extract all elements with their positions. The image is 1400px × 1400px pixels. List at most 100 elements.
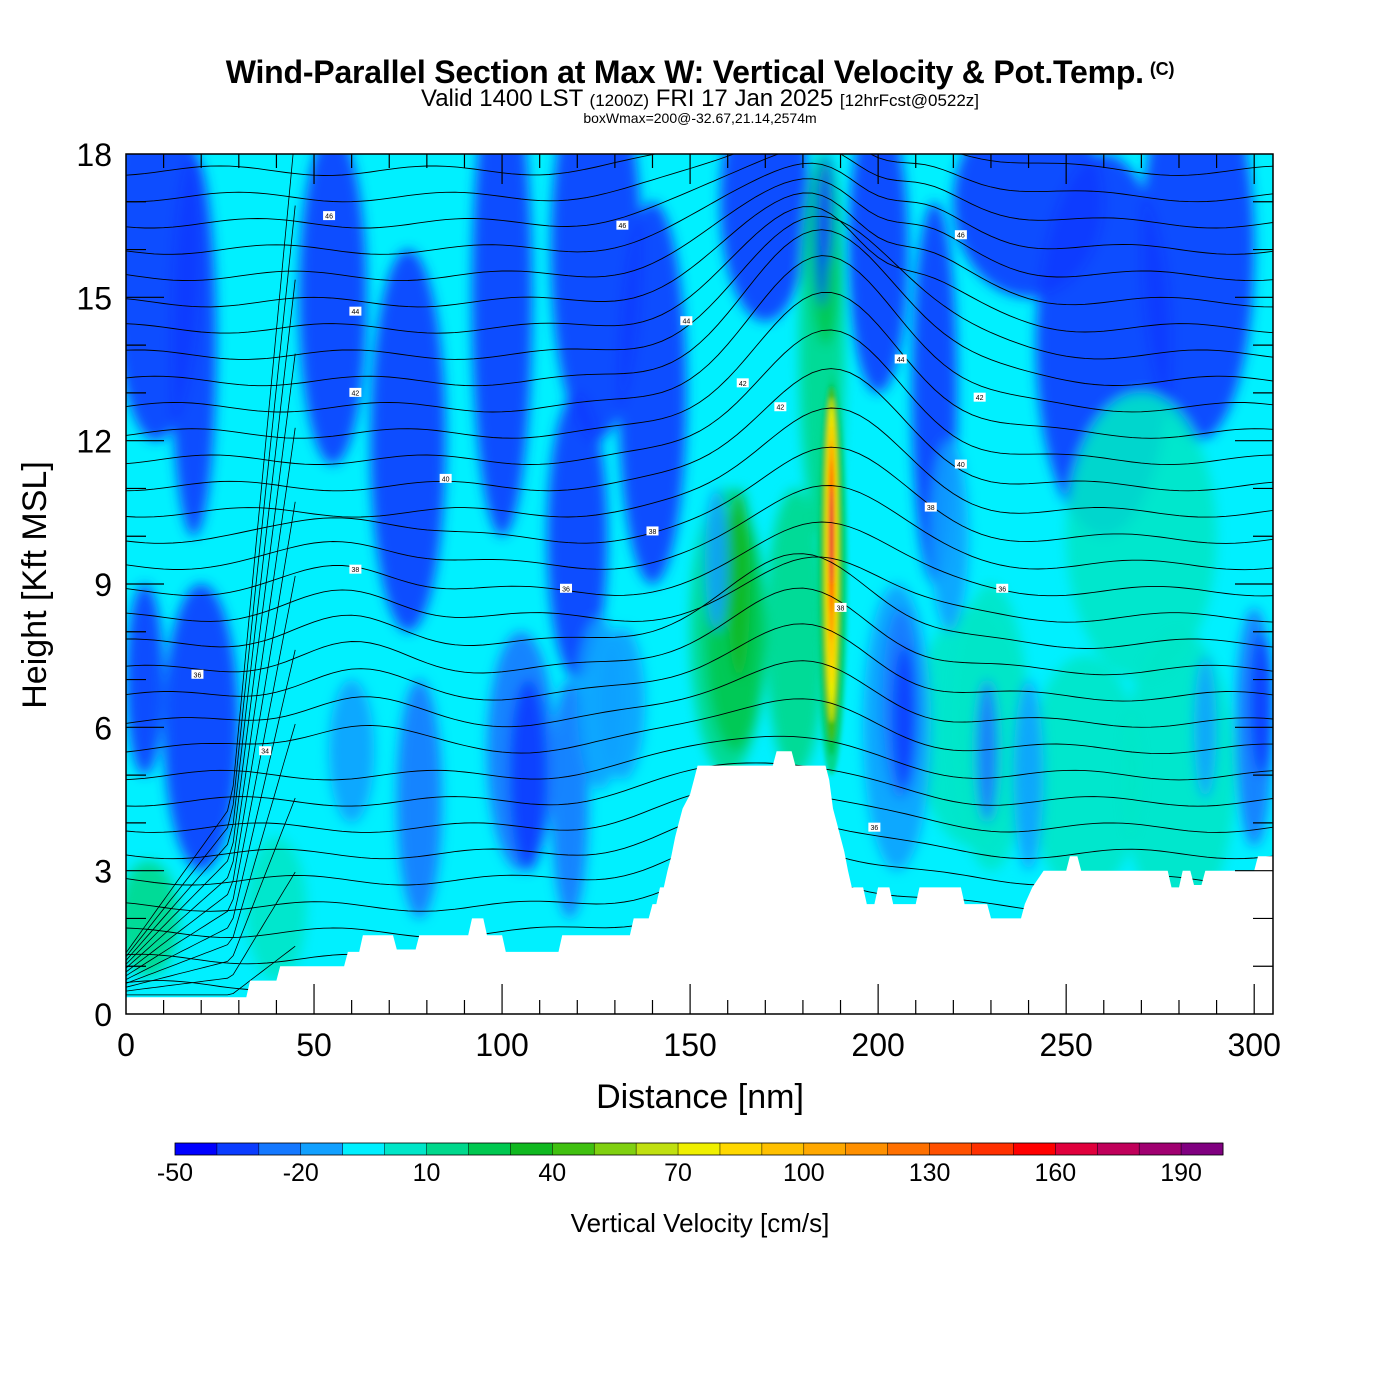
theta-label-text: 42 bbox=[776, 405, 784, 412]
x-tick-label: 100 bbox=[475, 1027, 528, 1063]
theta-label-bg bbox=[349, 306, 362, 316]
theta-label-text: 46 bbox=[325, 214, 333, 221]
x-axis-label: Distance [nm] bbox=[596, 1078, 804, 1116]
colorbar-swatch bbox=[761, 1143, 805, 1155]
theta-label-text: 40 bbox=[957, 462, 965, 469]
theta-line bbox=[126, 206, 1273, 334]
theta-line bbox=[126, 735, 1273, 781]
theta-label-bg bbox=[191, 669, 204, 679]
colorbar-swatch bbox=[1097, 1143, 1140, 1155]
field-blob bbox=[1141, 154, 1255, 441]
theta-line bbox=[126, 229, 1273, 387]
theta-line bbox=[126, 587, 1273, 676]
theta-line bbox=[126, 553, 1273, 649]
theta-line-low bbox=[126, 723, 296, 984]
theta-line-low bbox=[126, 353, 296, 965]
theta-label: 38 bbox=[924, 502, 937, 512]
colorbar-label: -20 bbox=[283, 1159, 319, 1187]
colorbar-swatch bbox=[342, 1143, 386, 1155]
colorbar-swatch bbox=[384, 1143, 428, 1155]
copyright-mark: (C) bbox=[1149, 59, 1175, 79]
theta-label: 44 bbox=[894, 354, 907, 364]
field-blob bbox=[550, 679, 589, 919]
colorbar-swatch bbox=[468, 1143, 511, 1155]
field-blob bbox=[765, 488, 826, 776]
y-tick-label: 15 bbox=[76, 280, 112, 316]
theta-label: 38 bbox=[349, 564, 362, 574]
theta-label-bg bbox=[616, 220, 629, 230]
theta-line bbox=[126, 74, 1273, 123]
colorbar-label: 130 bbox=[909, 1159, 951, 1187]
theta-line-low bbox=[126, 871, 296, 992]
valid-time: Valid 1400 LST bbox=[420, 85, 583, 112]
theta-line-low bbox=[126, 205, 296, 957]
field-blob bbox=[1028, 655, 1142, 895]
theta-label-bg bbox=[439, 473, 452, 483]
colorbar-swatch bbox=[678, 1143, 721, 1155]
field-blob bbox=[299, 154, 367, 465]
colorbar-swatch bbox=[887, 1143, 931, 1155]
theta-label-text: 46 bbox=[957, 233, 965, 240]
theta-label: 38 bbox=[646, 526, 659, 536]
theta-label: 42 bbox=[736, 378, 749, 388]
theta-label-bg bbox=[646, 526, 659, 536]
theta-label: 42 bbox=[774, 402, 787, 412]
theta-label: 42 bbox=[349, 387, 362, 397]
theta-label-bg bbox=[996, 583, 1009, 593]
colorbar-labels: -50 -20 10 40 70 100 130 160 190 bbox=[157, 1159, 1202, 1187]
theta-line bbox=[126, 368, 1273, 492]
field-blob bbox=[171, 154, 217, 537]
colorbar-swatch bbox=[1181, 1143, 1224, 1155]
colorbar-swatch bbox=[510, 1143, 553, 1155]
colorbar-label: 70 bbox=[664, 1159, 692, 1187]
field-blob bbox=[599, 627, 645, 780]
core-level bbox=[829, 488, 834, 584]
field-blob bbox=[975, 679, 999, 823]
theta-label: 44 bbox=[680, 316, 693, 326]
colorbar-swatch bbox=[426, 1143, 469, 1155]
colorbar-swatch bbox=[845, 1143, 889, 1155]
colorbar-swatch bbox=[594, 1143, 637, 1155]
colorbar-swatch bbox=[175, 1143, 218, 1155]
theta-line bbox=[126, 521, 1273, 597]
theta-label-bg bbox=[259, 746, 272, 756]
field-blob bbox=[509, 679, 548, 871]
x-tick-label: 0 bbox=[117, 1027, 135, 1063]
chart-subtitle: Valid 1400 LST (1200Z) FRI 17 Jan 2025 [… bbox=[0, 87, 1400, 113]
theta-line bbox=[126, 291, 1273, 439]
theta-line-low bbox=[126, 575, 296, 977]
theta-label-text: 46 bbox=[619, 223, 627, 230]
colorbar-swatch bbox=[552, 1143, 595, 1155]
colorbar-swatch bbox=[929, 1143, 972, 1155]
colorbar-swatch bbox=[636, 1143, 679, 1155]
theta-label-bg bbox=[973, 392, 986, 402]
theta-label-text: 42 bbox=[976, 395, 984, 402]
theta-label: 40 bbox=[439, 473, 452, 483]
y-tick-label: 3 bbox=[94, 854, 112, 890]
theta-label-text: 36 bbox=[194, 672, 202, 679]
colorbar-label: -50 bbox=[157, 1159, 193, 1187]
theta-label-text: 38 bbox=[352, 567, 360, 574]
colorbar-swatch bbox=[1139, 1143, 1182, 1155]
colorbar-label: 100 bbox=[783, 1159, 825, 1187]
theta-label-text: 36 bbox=[870, 825, 878, 832]
field-blob bbox=[163, 584, 239, 871]
x-tick-label: 150 bbox=[663, 1027, 716, 1063]
theta-line-low bbox=[126, 649, 296, 980]
theta-label: 42 bbox=[973, 392, 986, 402]
theta-label-text: 44 bbox=[352, 309, 360, 316]
theta-label-bg bbox=[894, 354, 907, 364]
y-tick-label: 0 bbox=[94, 997, 112, 1033]
theta-label-bg bbox=[834, 602, 847, 612]
theta-line bbox=[126, 329, 1273, 466]
theta-line bbox=[126, 215, 1273, 360]
theta-line bbox=[126, 154, 1273, 229]
colorbar-swatch bbox=[300, 1143, 344, 1155]
theta-label-bg bbox=[323, 211, 336, 221]
theta-line-low bbox=[126, 797, 296, 988]
theta-label-text: 38 bbox=[837, 605, 845, 612]
colorbar-label: 10 bbox=[413, 1159, 441, 1187]
field-blob bbox=[471, 154, 533, 537]
theta-line bbox=[126, 154, 1273, 176]
